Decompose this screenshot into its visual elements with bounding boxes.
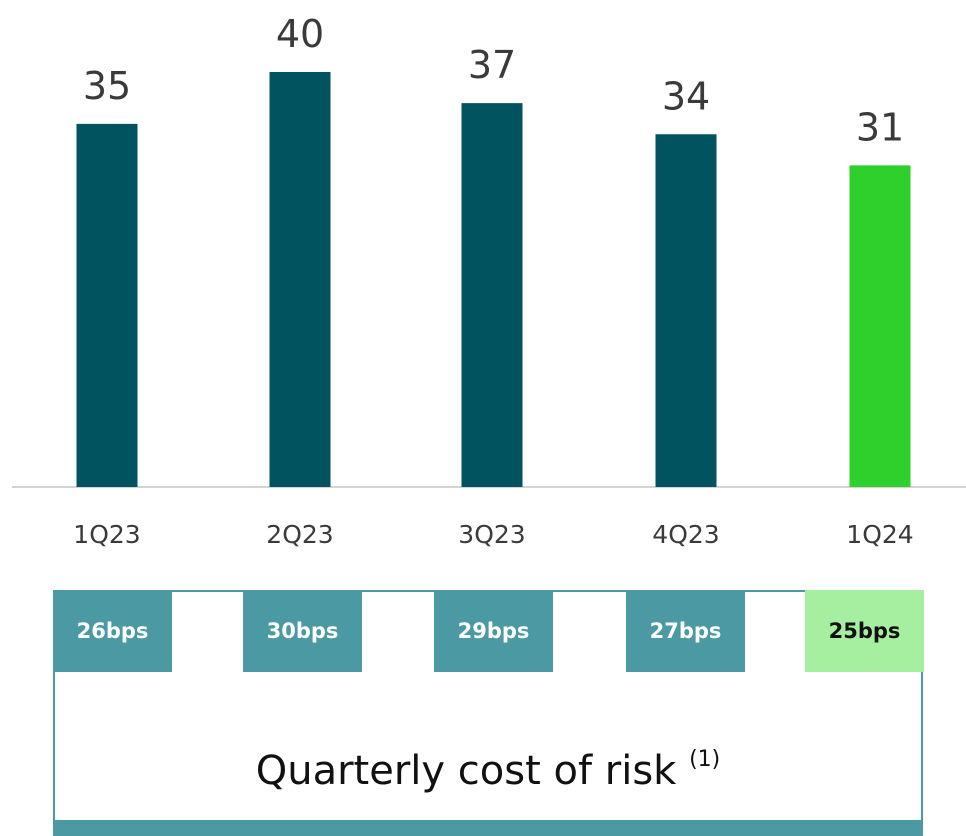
value-label-2q23: 40 (276, 12, 324, 56)
value-label-1q24: 31 (856, 105, 904, 149)
cost-of-risk-1q24: 25bps (805, 590, 924, 672)
category-label-1q23: 1Q23 (73, 520, 140, 549)
value-label-4q23: 34 (662, 74, 710, 118)
bar-2q23 (269, 72, 331, 487)
cost-of-risk-4q23: 27bps (626, 590, 745, 672)
cost-of-risk-2q23: 30bps (243, 590, 362, 672)
cost-of-risk-title-text: Quarterly cost of risk (255, 748, 677, 794)
value-label-3q23: 37 (468, 43, 516, 87)
category-label-4q23: 4Q23 (652, 520, 719, 549)
category-label-2q23: 2Q23 (266, 520, 333, 549)
category-label-3q23: 3Q23 (458, 520, 525, 549)
value-label-1q23: 35 (83, 64, 131, 108)
cost-of-risk-1q23: 26bps (53, 590, 172, 672)
cost-of-risk-3q23: 29bps (434, 590, 553, 672)
category-label-1q24: 1Q24 (846, 520, 913, 549)
cost-of-risk-title: Quarterly cost of risk (1) (53, 746, 923, 794)
bar-1q24 (849, 165, 911, 487)
cost-of-risk-footnote: (1) (689, 746, 721, 772)
bar-4q23 (655, 134, 717, 487)
panel-footer-bar (55, 820, 921, 836)
bar-1q23 (76, 123, 138, 487)
bar-3q23 (461, 103, 523, 487)
bar-chart: 35 1Q23 40 2Q23 37 3Q23 34 4Q23 31 1Q24 (12, 12, 966, 549)
